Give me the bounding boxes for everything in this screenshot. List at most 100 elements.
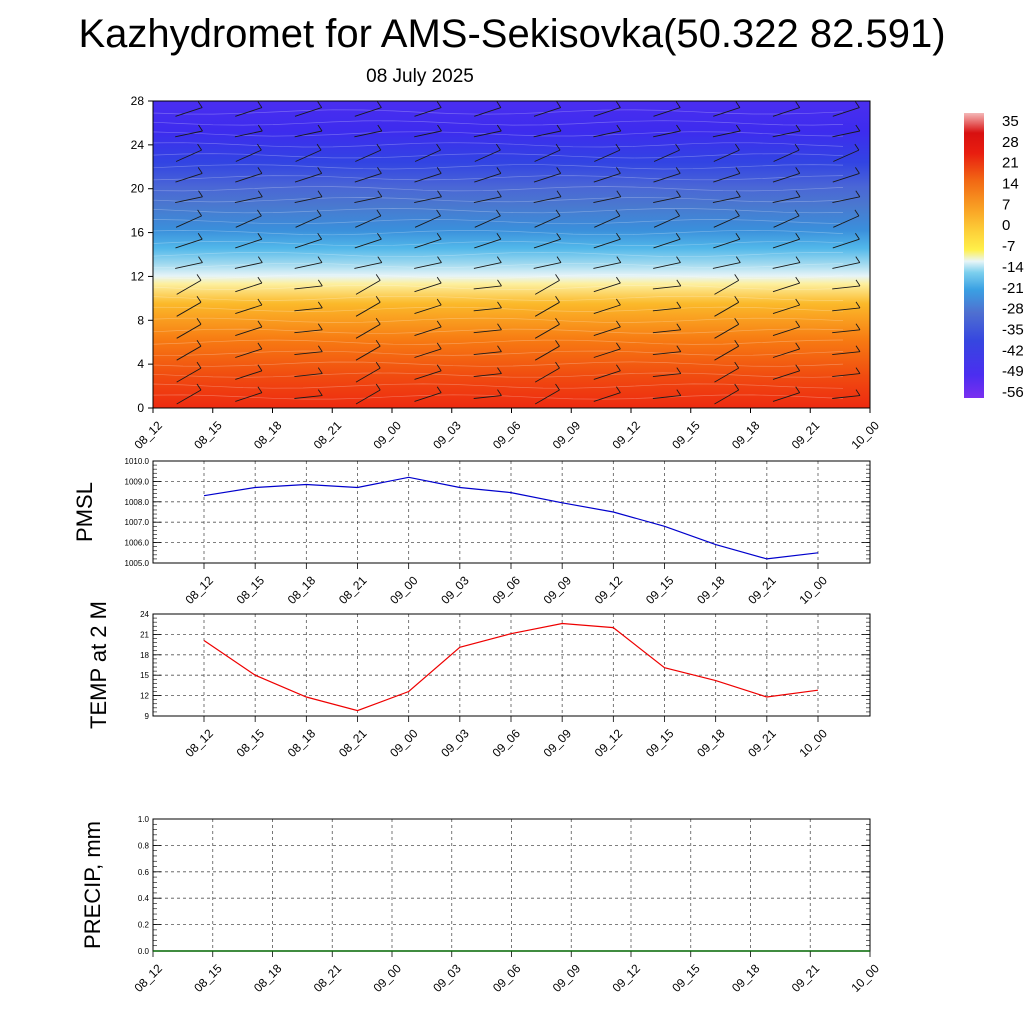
wind-barb bbox=[354, 196, 382, 204]
wind-barb bbox=[473, 395, 502, 399]
y-tick-label: 0.2 bbox=[138, 921, 150, 930]
wind-barb-flag bbox=[257, 190, 263, 198]
x-tick-label: 09_15 bbox=[643, 573, 677, 607]
wind-barb bbox=[235, 304, 263, 315]
wind-barb-flag bbox=[437, 256, 442, 263]
wind-barb bbox=[594, 215, 621, 228]
wind-barb bbox=[593, 238, 621, 249]
wind-barb-flag bbox=[555, 274, 560, 281]
wind-barb bbox=[235, 282, 263, 293]
wind-barb bbox=[355, 389, 381, 405]
y-tick-label: 4 bbox=[137, 357, 144, 371]
wind-barb bbox=[593, 282, 621, 293]
wind-barb-flag bbox=[437, 124, 442, 132]
wind-barb bbox=[593, 172, 621, 183]
wind-barb bbox=[355, 280, 381, 295]
wind-barb bbox=[833, 215, 860, 228]
wind-barb-flag bbox=[437, 190, 442, 198]
wind-barb bbox=[235, 172, 263, 183]
wind-barb bbox=[832, 130, 860, 138]
wind-barb bbox=[355, 149, 382, 162]
y-tick-label: 1007.0 bbox=[125, 518, 150, 527]
wind-barb bbox=[772, 326, 800, 337]
wind-barb bbox=[176, 389, 202, 405]
wind-barb-flag bbox=[616, 256, 622, 263]
wind-barb-flag bbox=[616, 276, 621, 284]
wind-barb-flag bbox=[855, 279, 861, 287]
wind-barb-flag bbox=[556, 232, 562, 240]
x-tick-label: 08_15 bbox=[234, 726, 268, 760]
colorbar-label: -28 bbox=[1002, 301, 1024, 318]
wind-barb-flag bbox=[676, 279, 682, 287]
wind-barb-flag bbox=[735, 190, 741, 198]
wind-barb-flag bbox=[795, 256, 801, 263]
wind-barb-flag bbox=[556, 167, 562, 174]
wind-barb bbox=[414, 215, 441, 228]
wind-barb-flag bbox=[555, 383, 560, 391]
wind-barb-flag bbox=[556, 256, 562, 263]
wind-barb-flag bbox=[317, 101, 323, 108]
contour-line bbox=[152, 251, 844, 258]
wind-barb-flag bbox=[735, 209, 740, 217]
y-tick-label: 0.4 bbox=[138, 894, 150, 903]
wind-barb-flag bbox=[196, 361, 202, 369]
wind-barb-flag bbox=[436, 209, 441, 217]
x-tick-label: 09_06 bbox=[489, 573, 523, 607]
wind-barb-flag bbox=[616, 298, 621, 306]
wind-barb-flag bbox=[616, 167, 621, 174]
wind-barb bbox=[653, 196, 681, 204]
wind-barb bbox=[593, 326, 621, 337]
x-tick-label: 08_18 bbox=[251, 961, 285, 995]
contour-line bbox=[152, 394, 844, 400]
x-tick-label: 09_06 bbox=[490, 961, 524, 995]
wind-barb-flag bbox=[855, 345, 861, 352]
x-tick-label: 09_03 bbox=[430, 961, 464, 995]
wind-barb bbox=[593, 370, 621, 380]
wind-barb bbox=[653, 215, 680, 228]
contour-line bbox=[152, 230, 844, 236]
contour-line bbox=[152, 273, 844, 279]
wind-barb bbox=[713, 172, 741, 183]
wind-barb bbox=[175, 196, 203, 204]
x-tick-label: 08_12 bbox=[182, 726, 216, 760]
colorbar-label: 35 bbox=[1002, 113, 1019, 130]
wind-barb bbox=[473, 351, 502, 356]
x-tick-label: 08_18 bbox=[251, 418, 285, 452]
wind-barb-flag bbox=[676, 301, 682, 309]
wind-barb bbox=[652, 373, 681, 378]
wind-barb bbox=[772, 130, 801, 138]
wind-barb-flag bbox=[497, 367, 502, 374]
wind-barb-flag bbox=[196, 339, 202, 347]
wind-barb bbox=[473, 196, 502, 204]
wind-barb-flag bbox=[795, 342, 801, 350]
wind-barb-flag bbox=[794, 143, 800, 151]
wind-barb bbox=[294, 130, 323, 138]
wind-barb bbox=[355, 301, 381, 317]
wind-barb bbox=[235, 392, 263, 402]
plot-frame bbox=[152, 613, 871, 717]
wind-barb bbox=[235, 326, 263, 337]
x-tick-label: 08_21 bbox=[336, 726, 370, 760]
wind-barb bbox=[414, 348, 442, 358]
wind-barb-flag bbox=[795, 298, 801, 306]
x-tick-label: 10_00 bbox=[796, 726, 830, 760]
x-tick-label: 09_21 bbox=[745, 726, 779, 760]
x-tick-label: 09_09 bbox=[550, 961, 584, 995]
wind-barb bbox=[294, 262, 323, 269]
wind-barb-flag bbox=[795, 190, 801, 198]
contour-line bbox=[152, 361, 844, 367]
wind-barb bbox=[772, 282, 800, 293]
wind-barb-flag bbox=[855, 232, 860, 240]
y-tick-label: 1005.0 bbox=[125, 559, 150, 568]
wind-barb-flag bbox=[377, 190, 383, 198]
wind-barb-flag bbox=[616, 101, 621, 108]
wind-barb-flag bbox=[795, 276, 801, 284]
wind-barb-flag bbox=[436, 298, 442, 306]
wind-barb-flag bbox=[676, 190, 681, 198]
wind-barb-flag bbox=[317, 190, 323, 198]
wind-barb bbox=[295, 149, 322, 162]
y-axis-label: PRECIP, mm bbox=[80, 821, 105, 949]
wind-barb-flag bbox=[616, 364, 621, 372]
wind-barb bbox=[234, 130, 263, 138]
x-tick-label: 08_12 bbox=[131, 418, 165, 452]
